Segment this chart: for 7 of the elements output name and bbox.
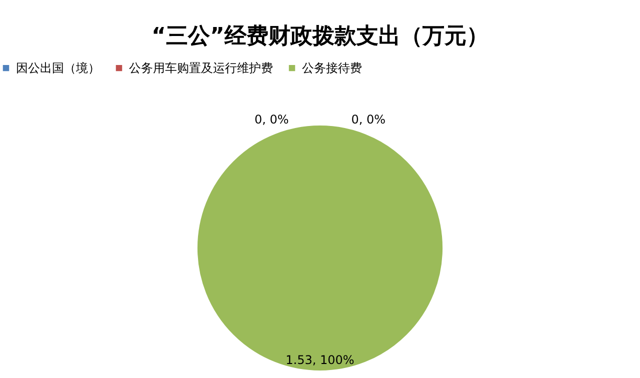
text: 0, 0% bbox=[351, 112, 386, 127]
text: 0, 0% bbox=[254, 112, 289, 127]
data-label: 1.53, 100% bbox=[286, 353, 354, 368]
legend-label: 因公出国（境） bbox=[16, 61, 100, 76]
legend-label: 公务用车购置及运行维护费 bbox=[129, 61, 273, 76]
chart-title: “三公”经费财政拨款支出（万元） bbox=[152, 24, 488, 49]
legend-label: 公务接待费 bbox=[302, 61, 362, 76]
